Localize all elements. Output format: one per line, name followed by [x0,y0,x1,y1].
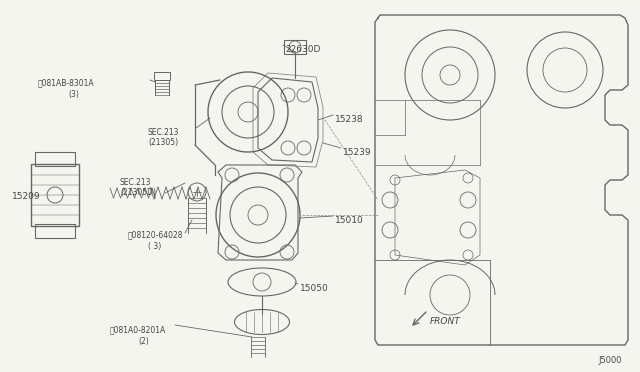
Text: 15238: 15238 [335,115,364,124]
Text: SEC.213: SEC.213 [148,128,179,137]
Text: FRONT: FRONT [430,317,461,326]
Text: 15239: 15239 [343,148,372,157]
Text: (3): (3) [68,90,79,99]
Bar [31,164,79,226]
Text: 22630D: 22630D [285,45,321,54]
Text: Ⓑ081AB-8301A: Ⓑ081AB-8301A [38,78,95,87]
Text: Ⓑ08120-64028: Ⓑ08120-64028 [128,230,184,239]
Text: 15010: 15010 [335,216,364,225]
Text: Ⓑ081A0-8201A: Ⓑ081A0-8201A [110,325,166,334]
Text: (21305): (21305) [148,138,178,147]
Bar [35,224,75,238]
Bar [284,40,306,54]
Bar [154,72,170,80]
Text: 15050: 15050 [300,284,329,293]
Bar [35,152,75,166]
Text: 15209: 15209 [12,192,40,201]
Text: SEC.213: SEC.213 [120,178,152,187]
Text: (2): (2) [138,337,148,346]
Text: ( 3): ( 3) [148,242,161,251]
Text: J5000: J5000 [598,356,621,365]
Text: (21305D): (21305D) [120,188,156,197]
